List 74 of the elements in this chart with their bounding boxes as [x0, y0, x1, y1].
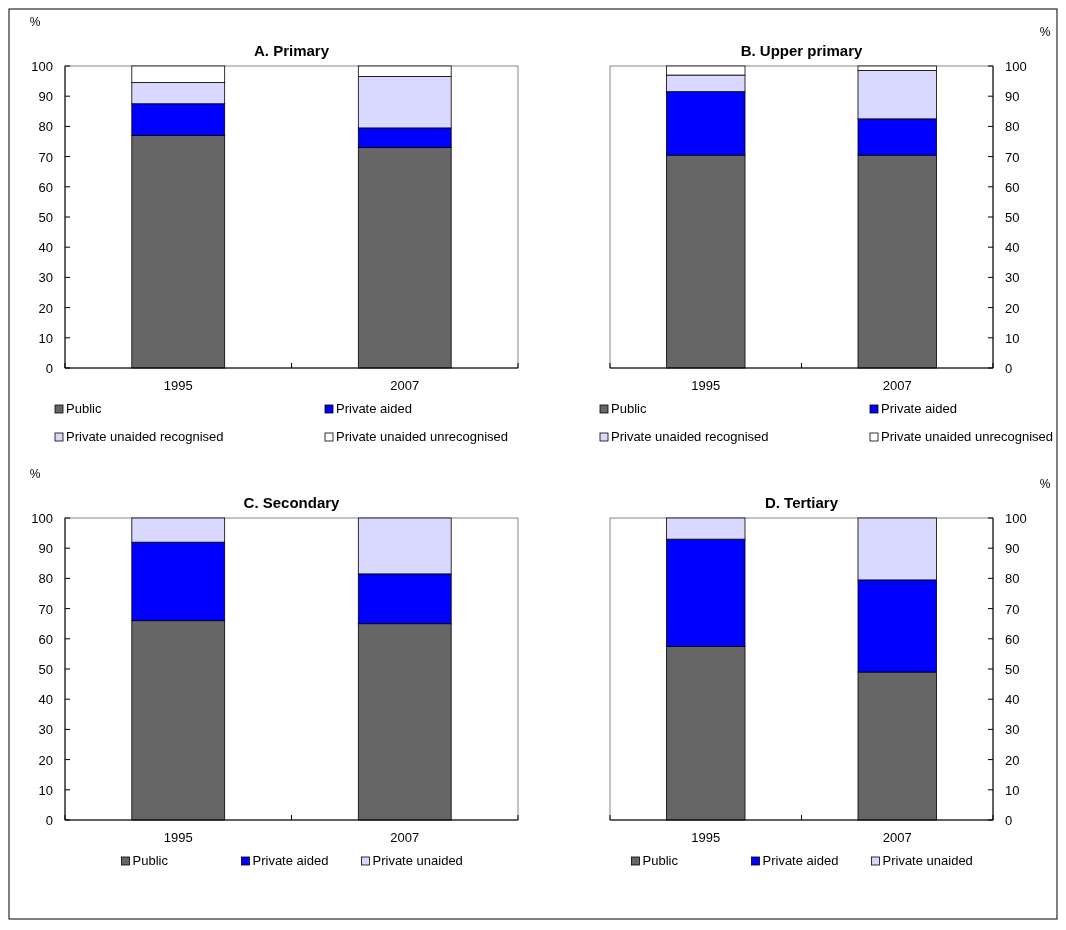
legend-label: Private aided	[762, 853, 839, 868]
x-tick-label: 2007	[390, 378, 420, 393]
x-tick-label: 1995	[691, 378, 721, 393]
y-tick-label: 70	[38, 149, 53, 165]
y-tick-label: 20	[38, 300, 53, 316]
y-tick-label: 70	[1005, 149, 1020, 165]
y-tick-label: 20	[1005, 752, 1020, 768]
y-tick-label: 0	[45, 361, 53, 376]
y-tick-label: 90	[38, 541, 53, 557]
legend-label: Private unaided recognised	[611, 429, 769, 444]
chart-title: C. Secondary	[243, 494, 341, 511]
y-tick-label: 40	[38, 240, 53, 256]
y-tick-label: 80	[1005, 119, 1020, 135]
y-tick-label: 80	[38, 571, 53, 587]
y-tick-label: 100	[1005, 511, 1027, 526]
y-tick-label: 10	[1005, 330, 1020, 346]
y-tick-label: 10	[38, 330, 53, 346]
y-tick-label: 90	[1005, 541, 1020, 557]
chart-title: D. Tertiary	[764, 494, 839, 511]
legend-label: Private unaided	[372, 853, 463, 868]
x-tick-label: 1995	[691, 830, 721, 845]
y-tick-label: 30	[38, 270, 53, 286]
legend-label: Public	[132, 853, 169, 868]
y-tick-label: 100	[1005, 59, 1027, 74]
y-tick-label: 70	[38, 601, 53, 617]
y-tick-label: 0	[45, 813, 53, 828]
y-tick-label: 20	[1005, 300, 1020, 316]
y-tick-label: 90	[1005, 89, 1020, 105]
y-tick-label: 60	[1005, 631, 1020, 647]
chart-title: A. Primary	[253, 42, 330, 59]
x-tick-label: 2007	[882, 830, 912, 845]
y-tick-label: 50	[1005, 662, 1020, 677]
y-tick-label: 60	[38, 631, 53, 647]
y-tick-label: 100	[31, 59, 53, 74]
y-tick-label: 50	[38, 210, 53, 225]
y-tick-label: 70	[1005, 601, 1020, 617]
x-tick-label: 1995	[163, 830, 193, 845]
x-tick-label: 2007	[390, 830, 420, 845]
y-tick-label: 0	[1005, 361, 1013, 376]
y-tick-label: 20	[38, 752, 53, 768]
y-tick-label: 80	[38, 119, 53, 135]
legend-label: Private aided	[252, 853, 329, 868]
y-axis-title: %	[1039, 25, 1051, 39]
y-tick-label: 60	[38, 179, 53, 195]
y-axis-title: %	[29, 15, 41, 29]
y-tick-label: 40	[1005, 692, 1020, 708]
y-tick-label: 30	[1005, 270, 1020, 286]
legend-label: Private unaided recognised	[66, 429, 224, 444]
y-tick-label: 30	[38, 722, 53, 738]
y-tick-label: 100	[31, 511, 53, 526]
legend-label: Public	[611, 401, 647, 416]
legend-label: Private aided	[336, 401, 412, 416]
legend-label: Private unaided unrecognised	[336, 429, 509, 444]
y-tick-label: 50	[38, 662, 53, 677]
legend-label: Public	[66, 401, 102, 416]
y-tick-label: 50	[1005, 210, 1020, 225]
y-tick-label: 10	[38, 782, 53, 798]
y-tick-label: 0	[1005, 813, 1013, 828]
x-tick-label: 1995	[163, 378, 193, 393]
y-tick-label: 40	[1005, 240, 1020, 256]
legend-label: Public	[642, 853, 679, 868]
y-axis-title: %	[1039, 477, 1051, 491]
y-tick-label: 30	[1005, 722, 1020, 738]
legend-label: Private unaided unrecognised	[881, 429, 1054, 444]
y-tick-label: 60	[1005, 179, 1020, 195]
legend-label: Private aided	[881, 401, 957, 416]
legend-label: Private unaided	[882, 853, 973, 868]
y-tick-label: 10	[1005, 782, 1020, 798]
chart-title: B. Upper primary	[740, 42, 864, 59]
x-tick-label: 2007	[882, 378, 912, 393]
y-tick-label: 40	[38, 692, 53, 708]
y-tick-label: 90	[38, 89, 53, 105]
y-tick-label: 80	[1005, 571, 1020, 587]
y-axis-title: %	[29, 467, 41, 481]
